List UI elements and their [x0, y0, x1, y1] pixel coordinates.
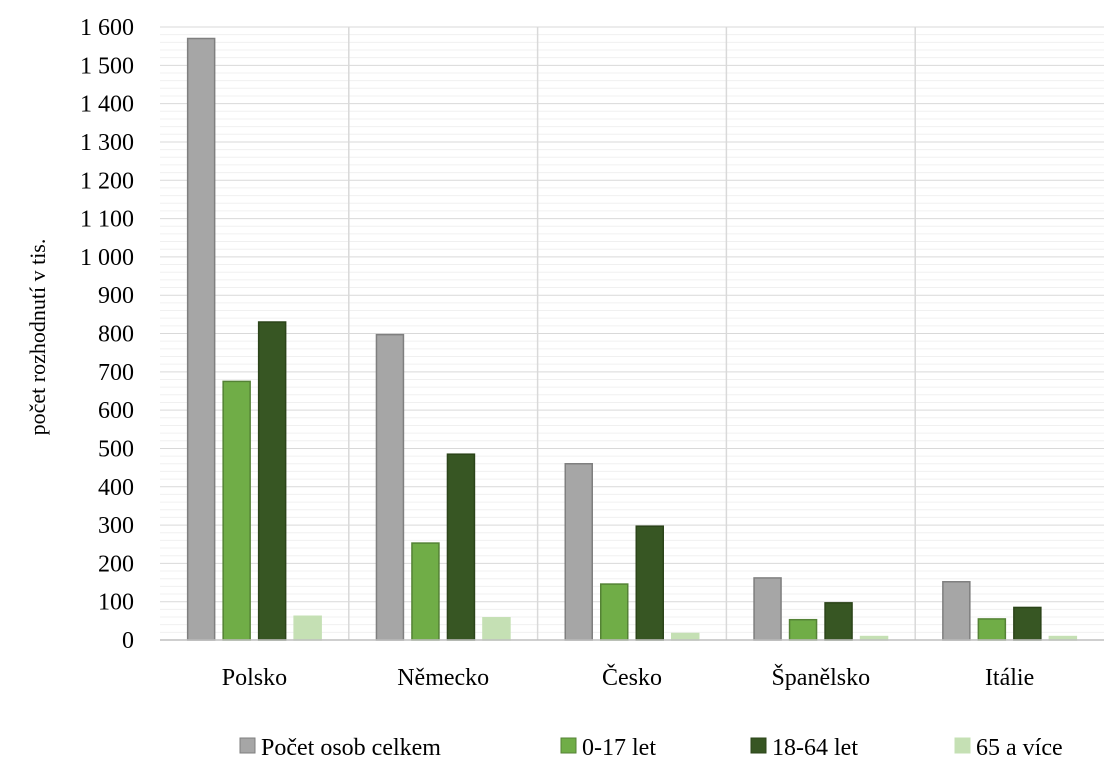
category-separator-lines [348, 27, 916, 640]
y-tick-label: 1 400 [80, 92, 134, 118]
bar-Itálie-Počet osob celkem [942, 581, 971, 641]
x-tick-label: Itálie [985, 665, 1034, 691]
y-tick-label: 1 600 [80, 15, 134, 41]
y-axis-tick-labels: 0 100 200 300 400 500 600 700 800 900 1 000 1 100 1 … [80, 15, 134, 654]
y-tick-label: 0 [122, 628, 134, 654]
y-axis-title: počet rozhodnutí v tis. [25, 239, 50, 436]
y-tick-label: 900 [98, 283, 134, 309]
y-tick-label: 300 [98, 513, 134, 539]
y-tick-label: 600 [98, 398, 134, 424]
y-tick-label: 1 100 [80, 207, 134, 233]
bar-Německo-0-17 let [411, 542, 440, 641]
x-tick-label: Německo [397, 665, 489, 691]
y-tick-label: 1 300 [80, 130, 134, 156]
bar-Česko-18-64 let [635, 525, 664, 641]
bar-Polsko-65 a více [293, 615, 322, 641]
y-tick-label: 100 [98, 590, 134, 616]
legend-label: 0-17 let [582, 735, 656, 760]
bar-Polsko-Počet osob celkem [186, 37, 216, 641]
legend-swatch [560, 737, 577, 754]
legend-swatch [239, 737, 256, 754]
y-tick-label: 700 [98, 360, 134, 386]
legend: Počet osob celkem 0-17 let 18-64 let 65 a v… [239, 735, 1063, 760]
bar-Německo-Počet osob celkem [375, 333, 405, 641]
y-tick-label: 1 200 [80, 168, 134, 194]
major-gridlines [160, 26, 1104, 603]
bar-Česko-Počet osob celkem [564, 463, 593, 641]
bar-Itálie-18-64 let [1013, 606, 1042, 641]
y-tick-label: 500 [98, 436, 134, 462]
x-tick-label: Polsko [222, 665, 287, 691]
bar-Polsko-18-64 let [257, 321, 287, 641]
y-tick-label: 800 [98, 322, 134, 348]
bar-Německo-65 a více [482, 617, 511, 641]
x-axis-tick-labels: Polsko Německo Česko Španělsko Itálie [222, 664, 1035, 691]
x-tick-label: Česko [602, 664, 662, 691]
legend-swatch [750, 737, 767, 754]
y-tick-label: 200 [98, 551, 134, 577]
minor-gridlines [160, 34, 1104, 633]
bar-Německo-18-64 let [446, 453, 476, 641]
bar-Česko-65 a více [671, 632, 700, 641]
bar-Polsko-0-17 let [222, 380, 251, 641]
legend-swatch [954, 737, 971, 754]
legend-label: Počet osob celkem [261, 735, 441, 760]
bar-Španělsko-Počet osob celkem [753, 577, 782, 641]
y-tick-label: 400 [98, 475, 134, 501]
legend-label: 65 a více [976, 735, 1063, 760]
y-tick-label: 1 500 [80, 53, 134, 79]
legend-label: 18-64 let [772, 735, 858, 760]
bar-Španělsko-18-64 let [824, 602, 853, 641]
bars [186, 37, 1078, 641]
bar-Španělsko-0-17 let [788, 618, 818, 641]
bar-Itálie-0-17 let [977, 618, 1007, 641]
y-tick-label: 1 000 [80, 245, 134, 271]
bar-Česko-0-17 let [600, 583, 629, 641]
x-tick-label: Španělsko [771, 664, 870, 691]
